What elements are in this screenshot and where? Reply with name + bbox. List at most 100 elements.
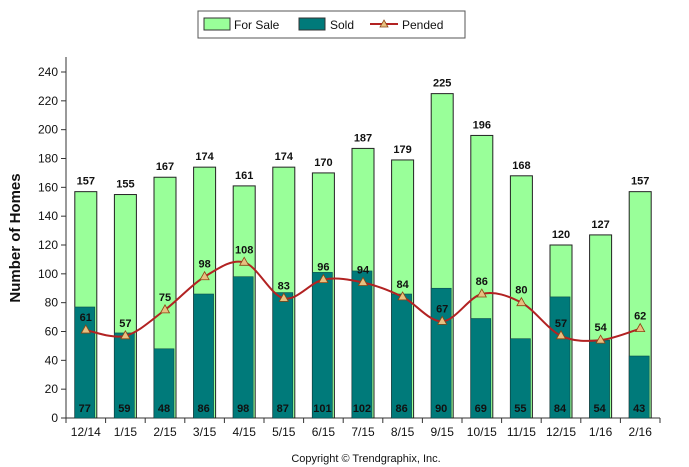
- bar-sold: [470, 318, 492, 419]
- label-pended: 96: [317, 262, 329, 274]
- bar-sold: [391, 293, 412, 419]
- legend-box: [197, 10, 466, 39]
- x-tick-label: 12/15: [546, 425, 576, 439]
- bar-sold: [351, 270, 373, 419]
- label-pended: 86: [476, 276, 488, 288]
- x-tick-label: 4/15: [233, 425, 257, 439]
- label-pended: 94: [357, 264, 370, 276]
- y-tick-label: 40: [45, 353, 59, 367]
- label-sold: 54: [593, 403, 606, 415]
- label-for-sale: 120: [552, 229, 570, 241]
- pended-marker: [239, 256, 250, 266]
- x-tick-label: 1/16: [589, 425, 613, 439]
- legend-label-for-sale: For Sale: [234, 18, 280, 32]
- bar-sold: [232, 276, 254, 419]
- bar-sold: [510, 338, 531, 419]
- y-tick-label: 60: [45, 325, 59, 339]
- label-for-sale: 127: [591, 219, 609, 231]
- label-sold: 55: [514, 403, 526, 415]
- label-for-sale: 170: [314, 157, 332, 169]
- label-pended: 57: [119, 318, 131, 330]
- y-ticks: 0 20 40 60 80 100 120 140 160 180 200 220 240: [38, 65, 66, 425]
- legend-swatch-pended-marker: [379, 19, 389, 28]
- label-pended: 62: [634, 311, 646, 323]
- label-sold: 90: [435, 403, 447, 415]
- y-tick-label: 180: [38, 152, 58, 166]
- label-pended: 108: [235, 244, 253, 256]
- pended-marker: [476, 288, 487, 298]
- pended-marker: [80, 324, 91, 334]
- label-for-sale: 179: [393, 144, 411, 156]
- pended-marker: [437, 315, 448, 325]
- x-tick-label: 2/15: [153, 425, 177, 439]
- label-pended: 98: [198, 259, 210, 271]
- y-tick-label: 0: [51, 411, 58, 425]
- x-tick-label: 8/15: [391, 425, 415, 439]
- x-tick-label: 10/15: [467, 425, 497, 439]
- label-for-sale: 167: [156, 161, 174, 173]
- x-tick-label: 5/15: [272, 425, 296, 439]
- pended-marker: [318, 273, 329, 284]
- bar-sold: [272, 292, 294, 419]
- series-pended: [80, 256, 646, 344]
- label-pended: 80: [515, 285, 527, 297]
- label-pended: 54: [594, 322, 607, 334]
- label-for-sale: 155: [116, 179, 134, 191]
- label-pended: 57: [555, 318, 567, 330]
- x-tick-label: 12/14: [71, 425, 101, 439]
- label-sold: 77: [79, 403, 91, 415]
- legend-swatch-for-sale: [203, 17, 231, 31]
- label-for-sale: 196: [473, 119, 491, 131]
- bar-sold: [193, 293, 214, 419]
- label-for-sale: 157: [631, 176, 649, 188]
- bar-sold: [74, 306, 96, 419]
- x-tick-label: 7/15: [351, 425, 375, 439]
- x-tick-label: 11/15: [507, 425, 536, 439]
- pended-marker: [635, 322, 646, 333]
- label-for-sale: 157: [77, 176, 95, 188]
- pended-marker: [120, 330, 131, 340]
- label-sold: 86: [395, 403, 407, 415]
- bar-sold: [312, 272, 333, 419]
- y-tick-label: 160: [38, 180, 58, 194]
- x-tick-label: 6/15: [312, 425, 336, 439]
- pended-marker: [595, 334, 606, 344]
- label-for-sale: 168: [512, 160, 530, 172]
- label-pended: 83: [278, 280, 290, 292]
- legend-label-pended: Pended: [402, 18, 443, 32]
- label-pended: 67: [436, 303, 448, 315]
- label-pended: 75: [159, 292, 171, 304]
- label-for-sale: 174: [275, 151, 294, 163]
- pended-marker: [199, 270, 210, 281]
- label-sold: 43: [633, 403, 645, 415]
- bar-sold: [628, 355, 650, 419]
- y-tick-label: 120: [38, 238, 58, 252]
- pended-marker: [555, 330, 567, 340]
- x-ticks: 12/14 1/15 2/15 3/15 4/15 5/15 6/15 7/15 8/15 9/1…: [65, 418, 661, 439]
- y-tick-label: 200: [38, 123, 58, 137]
- label-for-sale: 161: [235, 170, 253, 182]
- label-pended: 84: [396, 279, 409, 291]
- data-labels: 157 155 167 174 161 174 170 187 179 225 196 168 120 1…: [77, 78, 650, 415]
- label-sold: 69: [475, 403, 487, 415]
- pended-marker: [159, 304, 171, 314]
- y-tick-label: 80: [45, 296, 59, 310]
- label-sold: 86: [197, 403, 209, 415]
- pended-marker: [357, 276, 369, 286]
- y-tick-label: 220: [38, 94, 58, 108]
- x-tick-label: 3/15: [193, 425, 217, 439]
- y-tick-label: 100: [38, 267, 58, 281]
- label-sold: 87: [277, 403, 289, 415]
- legend: For Sale Sold Pended: [197, 10, 466, 39]
- label-for-sale: 225: [433, 78, 451, 90]
- y-tick-label: 20: [45, 382, 59, 396]
- label-for-sale: 174: [195, 151, 214, 163]
- label-sold: 84: [554, 403, 567, 415]
- y-tick-label: 140: [38, 209, 58, 223]
- pended-marker: [516, 296, 527, 307]
- label-sold: 101: [313, 403, 331, 415]
- x-tick-label: 2/16: [629, 425, 653, 439]
- y-tick-label: 240: [38, 65, 58, 79]
- label-for-sale: 187: [354, 132, 372, 144]
- bar-sold: [549, 296, 571, 419]
